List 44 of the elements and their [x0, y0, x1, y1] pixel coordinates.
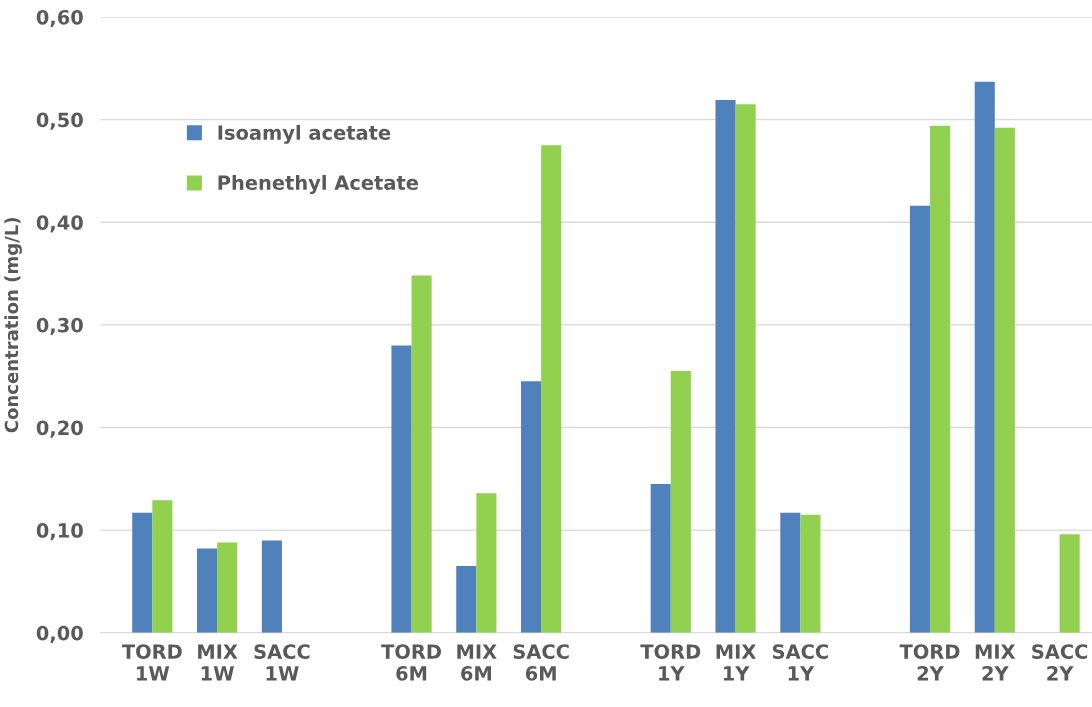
bar: [735, 104, 756, 633]
bar: [456, 566, 477, 633]
x-tick-label: MIX 2Y: [975, 644, 1016, 681]
bar: [132, 512, 153, 633]
bar: [800, 514, 821, 633]
x-tick-label: SACC 6M: [513, 644, 569, 681]
y-tick-label: 0,10: [36, 523, 83, 541]
y-tick-label: 0,60: [36, 9, 83, 28]
x-tick-label: SACC 2Y: [1032, 644, 1088, 681]
bar: [1059, 534, 1080, 633]
y-tick-label: 0,30: [36, 317, 83, 336]
y-axis-title: Concentration (mg/L): [4, 218, 22, 433]
legend-label: Isoamyl acetate: [218, 124, 391, 144]
bar: [217, 542, 238, 633]
bar: [476, 493, 497, 633]
bar: [974, 81, 995, 633]
y-tick-label: 0,40: [36, 215, 83, 233]
x-tick-label: MIX 1Y: [716, 644, 756, 681]
x-tick-label: MIX 1W: [198, 644, 238, 681]
legend-label: Phenethyl Acetate: [218, 174, 419, 194]
x-tick-label: TORD 2Y: [899, 644, 960, 681]
x-tick-label: TORD 6M: [381, 644, 441, 681]
bar: [152, 500, 173, 633]
x-tick-label: TORD 1W: [121, 644, 182, 681]
bar: [261, 540, 282, 633]
bar: [521, 381, 542, 633]
bar: [650, 483, 671, 633]
bar: [780, 512, 801, 633]
bar: [197, 548, 218, 633]
bar: [541, 145, 562, 633]
bar: [411, 275, 432, 633]
bar: [670, 371, 691, 633]
x-tick-label: MIX 6M: [457, 644, 497, 681]
y-tick-label: 0,20: [36, 420, 83, 438]
bar: [909, 205, 930, 633]
y-tick-label: 0,00: [36, 625, 83, 643]
y-tick-label: 0,50: [36, 112, 83, 130]
x-tick-label: SACC 1Y: [772, 644, 828, 681]
x-tick-label: SACC 1W: [254, 644, 310, 681]
x-tick-label: TORD 1Y: [640, 644, 701, 681]
bar: [929, 125, 951, 633]
bar: [994, 127, 1015, 633]
bar: [391, 345, 412, 633]
bar: [715, 100, 736, 633]
